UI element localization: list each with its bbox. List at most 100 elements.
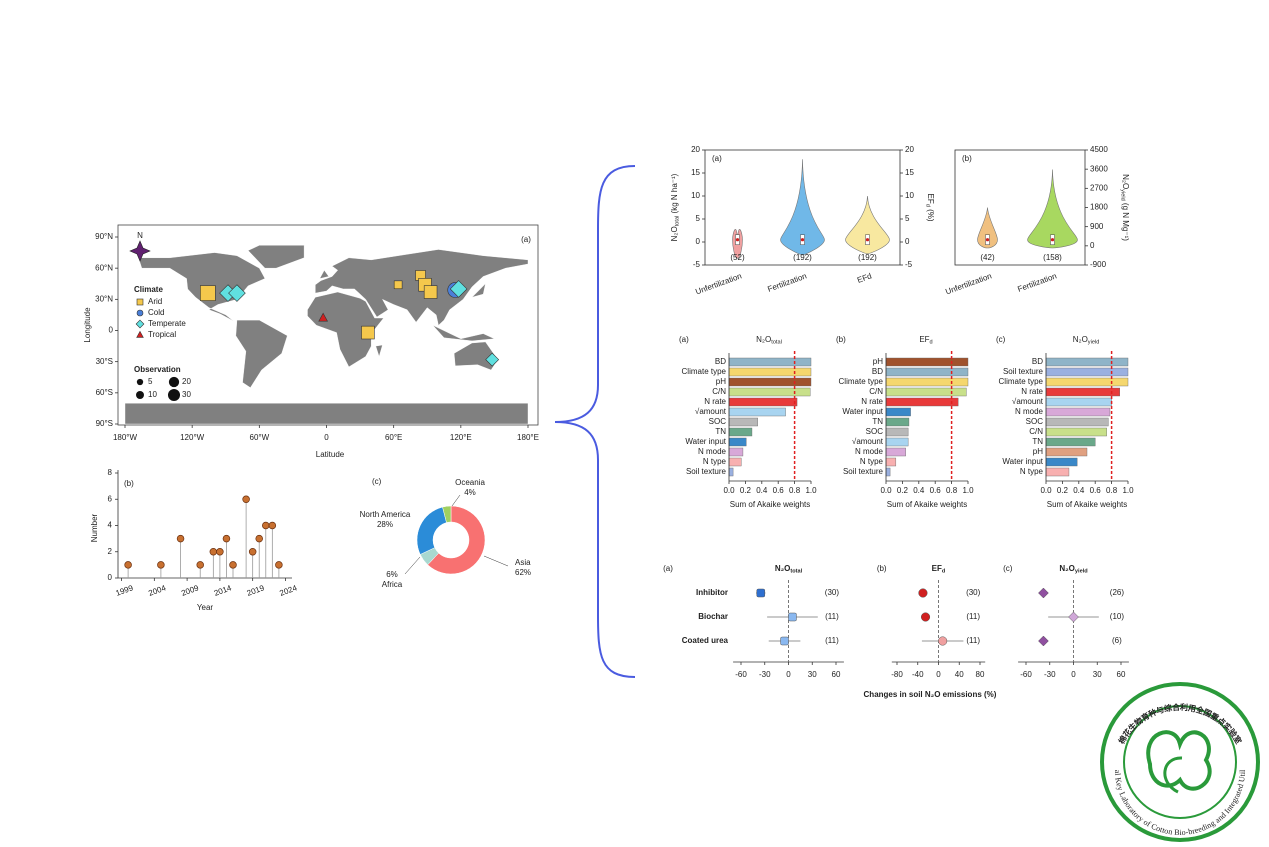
x-tick-label: 0.4 bbox=[913, 486, 925, 495]
bar bbox=[885, 397, 959, 407]
legend-label: 10 bbox=[148, 390, 157, 399]
legend-label: 5 bbox=[148, 377, 153, 386]
x-tick-label: 0 bbox=[324, 433, 329, 442]
bar bbox=[728, 427, 753, 437]
violin bbox=[780, 159, 825, 256]
x-tick-label: 0.8 bbox=[789, 486, 801, 495]
count-label: (42) bbox=[980, 253, 995, 262]
x-tick-label: 0.0 bbox=[723, 486, 735, 495]
y2-axis-label-part: (g N Mg⁻¹) bbox=[1121, 201, 1130, 242]
point bbox=[222, 534, 231, 543]
category-label: N rate bbox=[861, 397, 883, 406]
x-tick-label: -60 bbox=[1020, 670, 1032, 679]
x-axis-label: Year bbox=[197, 603, 214, 612]
y-tick-label: 2 bbox=[108, 547, 113, 556]
mean bbox=[800, 238, 805, 242]
y-tick-label: -5 bbox=[905, 260, 913, 269]
panel-label: (b) bbox=[124, 479, 134, 488]
y-tick-label: 1800 bbox=[1090, 203, 1108, 212]
count-label: (192) bbox=[793, 253, 812, 262]
row-label: Biochar bbox=[698, 612, 728, 621]
category-label: Water input bbox=[842, 407, 883, 416]
x-tick-label: 60°W bbox=[250, 433, 270, 442]
category-label: pH bbox=[716, 377, 726, 386]
y-tick-label: 8 bbox=[108, 468, 113, 477]
y-tick-label: -900 bbox=[1090, 260, 1107, 269]
x-tick-label: 60 bbox=[832, 670, 841, 679]
category-label: C/N bbox=[712, 387, 726, 396]
chart-title: N₂Ototal bbox=[775, 564, 803, 575]
y2-axis-label: N₂Oyield (g N Mg⁻¹) bbox=[1119, 174, 1130, 241]
violin bbox=[845, 195, 890, 255]
x-tick-label: 1.0 bbox=[1122, 486, 1134, 495]
point bbox=[275, 561, 283, 569]
x-tick-label: 1.0 bbox=[805, 486, 817, 495]
x-tick-label: -30 bbox=[1044, 670, 1056, 679]
count-label: (11) bbox=[825, 612, 839, 621]
point bbox=[248, 547, 257, 556]
category-label: Climate type bbox=[839, 377, 884, 386]
leader bbox=[404, 556, 421, 575]
x-tick-label: 80 bbox=[976, 670, 985, 679]
category-label: TN bbox=[715, 427, 726, 436]
donut-slice bbox=[442, 505, 452, 523]
y-tick-label: 3600 bbox=[1090, 164, 1108, 173]
panel-label: (b) bbox=[962, 154, 972, 163]
x-tick-label: 30 bbox=[808, 670, 817, 679]
y2-axis-label-part: EF bbox=[926, 193, 935, 203]
bar bbox=[728, 407, 786, 417]
count-label: (192) bbox=[858, 253, 877, 262]
point bbox=[938, 636, 948, 646]
slice-value: 62% bbox=[515, 568, 531, 577]
marker bbox=[393, 280, 403, 290]
slice-name: Africa bbox=[382, 580, 403, 589]
count-label: (26) bbox=[1110, 588, 1125, 597]
chart-title-part: yield bbox=[1075, 569, 1088, 575]
bar bbox=[728, 387, 811, 397]
bar bbox=[728, 457, 742, 467]
chart-title-part: d bbox=[942, 569, 946, 575]
y-tick-label: 15 bbox=[905, 168, 914, 177]
mean bbox=[985, 238, 990, 242]
point bbox=[920, 612, 931, 622]
category-label: TN bbox=[872, 417, 883, 426]
chart-title-part: total bbox=[790, 569, 802, 575]
y-tick-label: 0 bbox=[109, 326, 114, 335]
x-tick-label: 0.8 bbox=[946, 486, 958, 495]
marker bbox=[135, 319, 145, 329]
land bbox=[319, 269, 330, 279]
marker bbox=[423, 285, 438, 299]
legend-label: Arid bbox=[148, 297, 162, 306]
x-tick-label: -40 bbox=[912, 670, 924, 679]
category-label: C/N bbox=[869, 387, 883, 396]
x-tick-label: 180°W bbox=[113, 433, 138, 442]
marker bbox=[136, 309, 144, 317]
slice-value: 28% bbox=[377, 520, 393, 529]
x-tick-label: 0.0 bbox=[1040, 486, 1052, 495]
legend-label: 30 bbox=[182, 390, 191, 399]
land bbox=[235, 319, 288, 388]
y-tick-label: 0 bbox=[108, 573, 113, 582]
legend-label: Cold bbox=[148, 308, 164, 317]
legend-size bbox=[136, 378, 144, 386]
x-tick-label: -60 bbox=[735, 670, 747, 679]
bar bbox=[728, 397, 798, 407]
bar bbox=[728, 417, 758, 427]
x-axis-label: Sum of Akaike weights bbox=[730, 500, 810, 509]
bar bbox=[728, 377, 812, 387]
chart-title: N₂Ototal bbox=[756, 335, 782, 346]
x-tick-label: 0 bbox=[936, 670, 941, 679]
point bbox=[756, 588, 766, 598]
bar bbox=[885, 427, 909, 437]
count-label: (11) bbox=[966, 636, 980, 645]
land bbox=[124, 403, 529, 425]
bar bbox=[1045, 407, 1111, 417]
count-label: (11) bbox=[966, 612, 980, 621]
y-tick-label: 4500 bbox=[1090, 145, 1108, 154]
category-label: C/N bbox=[1029, 427, 1043, 436]
point bbox=[176, 534, 185, 543]
legend-label: Tropical bbox=[148, 330, 176, 339]
legend-label: Temperate bbox=[148, 319, 186, 328]
slice-value: 6% bbox=[386, 570, 398, 579]
y-tick-label: 6 bbox=[108, 494, 113, 503]
